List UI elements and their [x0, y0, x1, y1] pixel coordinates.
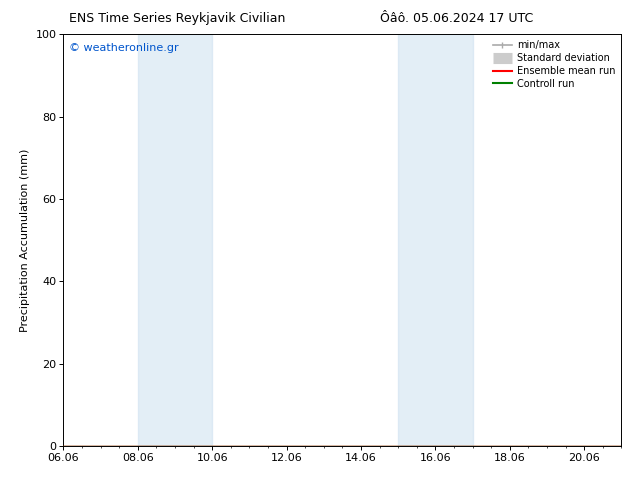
Bar — [138, 34, 212, 446]
Bar — [398, 34, 472, 446]
Text: Ôâô. 05.06.2024 17 UTC: Ôâô. 05.06.2024 17 UTC — [380, 12, 533, 25]
Text: ENS Time Series Reykjavik Civilian: ENS Time Series Reykjavik Civilian — [69, 12, 286, 25]
Text: © weatheronline.gr: © weatheronline.gr — [69, 43, 179, 52]
Y-axis label: Precipitation Accumulation (mm): Precipitation Accumulation (mm) — [20, 148, 30, 332]
Legend: min/max, Standard deviation, Ensemble mean run, Controll run: min/max, Standard deviation, Ensemble me… — [489, 36, 619, 93]
